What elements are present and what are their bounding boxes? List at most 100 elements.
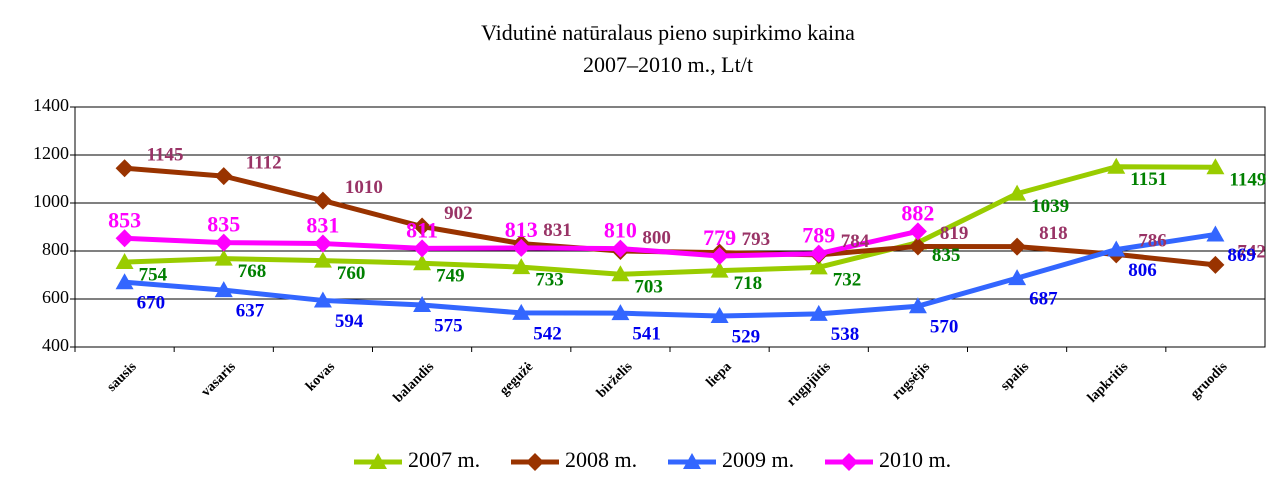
data-label: 819: [940, 223, 969, 244]
y-tick-label: 1200: [33, 143, 69, 163]
point-marker: [1206, 158, 1225, 175]
x-tick-label: spalis: [998, 359, 1033, 394]
point-marker: [115, 253, 134, 270]
legend-label: 2008 m.: [565, 447, 637, 472]
data-label: 784: [841, 231, 870, 252]
data-label: 811: [406, 217, 438, 242]
data-label: 869: [1227, 245, 1256, 266]
data-label: 1112: [246, 152, 282, 173]
point-marker: [908, 237, 927, 256]
x-tick-label: rugpjūtis: [784, 359, 834, 409]
y-tick-label: 1000: [33, 191, 69, 211]
data-label: 800: [642, 227, 671, 248]
y-tick-label: 600: [42, 287, 69, 307]
data-label: 538: [831, 324, 860, 345]
point-marker: [413, 296, 432, 312]
point-marker: [809, 258, 828, 275]
point-marker: [115, 159, 134, 178]
data-label: 575: [434, 315, 463, 336]
x-tick-label: vasaris: [199, 359, 240, 400]
point-marker: [1008, 269, 1027, 286]
data-label: 529: [732, 326, 761, 347]
point-marker: [413, 254, 432, 271]
point-marker: [214, 167, 233, 186]
data-label: 835: [932, 245, 961, 266]
point-marker: [115, 273, 134, 290]
point-marker: [1008, 237, 1027, 256]
data-label: 793: [742, 229, 771, 250]
data-label: 1010: [345, 177, 383, 198]
data-label: 749: [436, 266, 465, 287]
data-label: 835: [207, 212, 240, 237]
point-marker: [313, 291, 332, 308]
point-marker: [512, 238, 531, 257]
point-marker: [512, 303, 531, 320]
point-marker: [1206, 225, 1225, 242]
legend-marker: [683, 453, 701, 469]
x-tick-label: lapkritis: [1085, 359, 1132, 406]
chart-title: Vidutinė natūralaus pieno supirkimo kain…: [481, 20, 855, 45]
point-marker: [611, 304, 630, 321]
point-marker: [413, 217, 432, 236]
data-label: 703: [634, 277, 663, 298]
series-line: [124, 164, 1216, 277]
point-marker: [1107, 240, 1126, 257]
point-marker: [214, 281, 233, 298]
point-marker: [710, 261, 729, 278]
data-label: 594: [335, 311, 364, 332]
data-label: 786: [1138, 231, 1167, 252]
data-label: 1145: [147, 145, 184, 166]
data-label: 882: [901, 200, 934, 225]
point-marker: [908, 222, 927, 241]
data-label: 541: [632, 324, 661, 345]
x-tick-label: gruodis: [1188, 359, 1231, 402]
data-label: 789: [802, 223, 835, 248]
data-label: 806: [1128, 260, 1157, 281]
point-marker: [611, 265, 630, 282]
data-label: 818: [1039, 223, 1068, 244]
point-marker: [214, 233, 233, 252]
series-line: [124, 231, 1216, 319]
point-marker: [214, 249, 233, 266]
data-label: 742: [1237, 241, 1266, 262]
x-tick-label: kovas: [303, 359, 338, 394]
y-tick-label: 800: [42, 239, 69, 259]
x-tick-label: sausis: [104, 359, 140, 395]
legend-marker: [840, 453, 858, 471]
point-marker: [115, 229, 134, 248]
x-tick-label: birželis: [594, 359, 636, 401]
point-marker: [413, 239, 432, 258]
point-marker: [1008, 184, 1027, 201]
y-tick-label: 1400: [33, 95, 69, 115]
data-label: 853: [108, 207, 141, 232]
point-marker: [1206, 255, 1225, 274]
data-label: 1149: [1229, 170, 1266, 191]
data-label: 637: [236, 300, 265, 321]
point-marker: [512, 258, 531, 275]
legend-label: 2009 m.: [722, 447, 794, 472]
data-label: 831: [543, 220, 572, 241]
data-label: 732: [833, 270, 862, 291]
point-marker: [809, 304, 828, 321]
x-tick-label: balandis: [391, 359, 438, 406]
point-marker: [1107, 157, 1126, 174]
data-label: 754: [139, 264, 168, 285]
data-label: 810: [604, 218, 637, 243]
x-tick-label: rugsėjis: [889, 359, 933, 403]
data-label: 1151: [1130, 169, 1167, 190]
data-label: 670: [137, 293, 166, 314]
data-label: 542: [533, 323, 562, 344]
point-marker: [611, 239, 630, 258]
data-label: 733: [535, 269, 564, 290]
legend-marker: [526, 453, 544, 471]
point-marker: [710, 247, 729, 266]
data-label: 570: [930, 317, 959, 338]
point-marker: [313, 251, 332, 268]
data-label: 718: [734, 273, 763, 294]
point-marker: [313, 191, 332, 210]
legend-label: 2010 m.: [879, 447, 951, 472]
x-tick-label: liepa: [704, 359, 735, 390]
point-marker: [313, 234, 332, 253]
data-label: 768: [238, 261, 267, 282]
